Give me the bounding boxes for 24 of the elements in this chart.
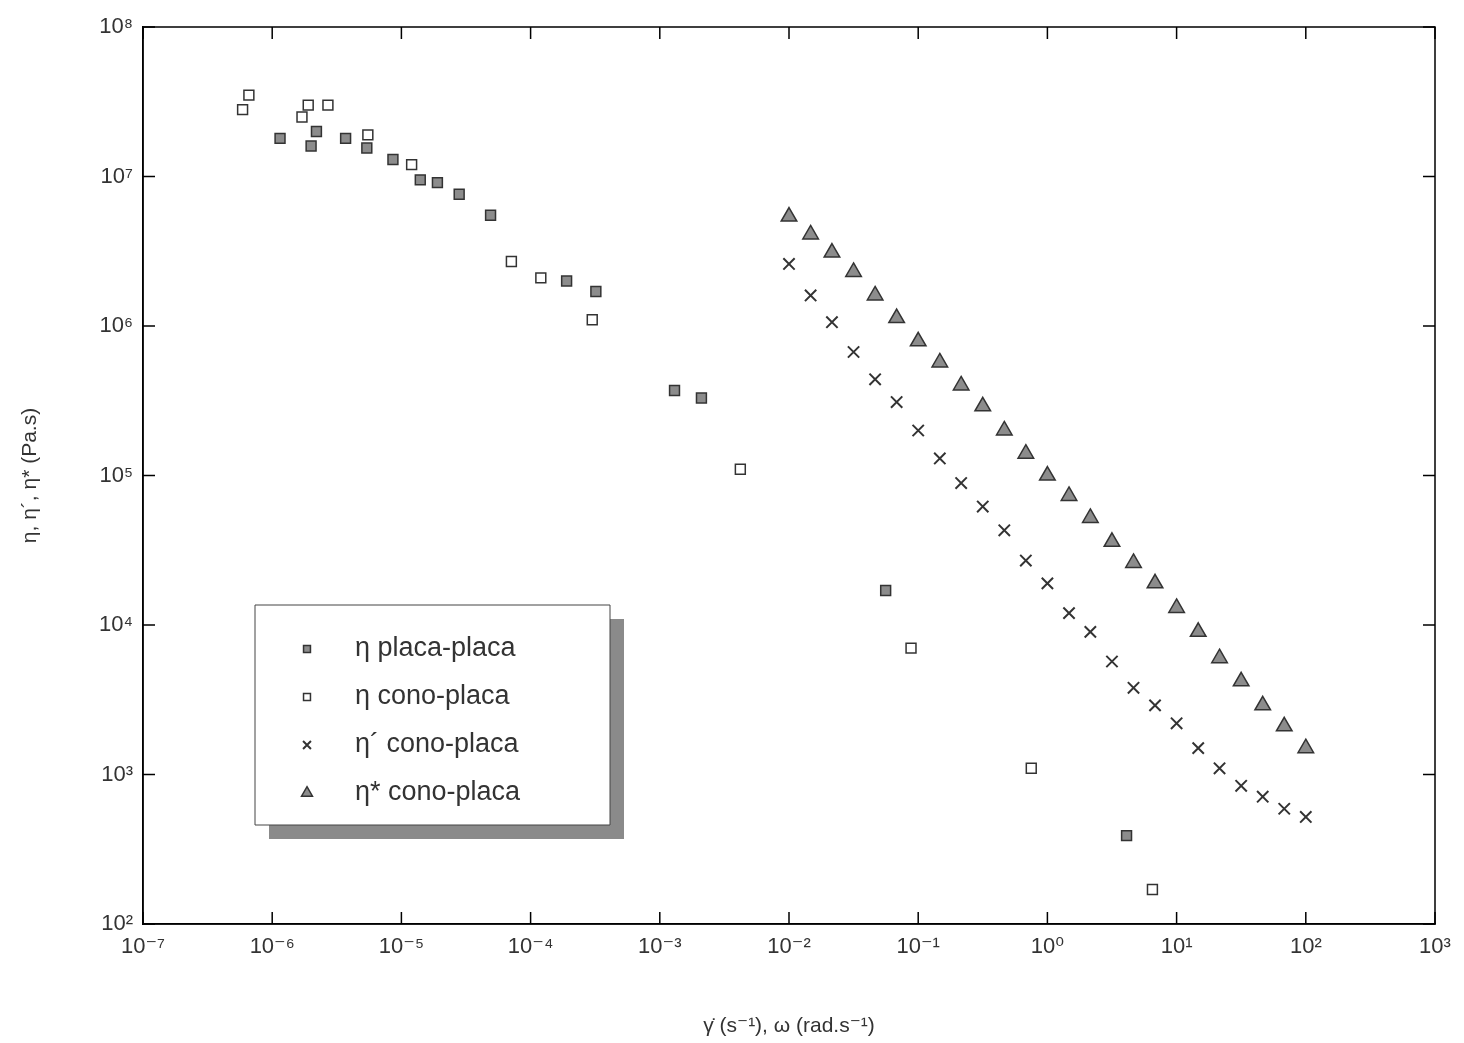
y-tick-label: 10⁸ [99, 13, 133, 39]
y-tick-label: 10⁶ [99, 312, 133, 338]
x-tick-label: 10⁻⁶ [249, 933, 295, 959]
x-tick-label: 10⁻⁷ [120, 933, 166, 959]
y-tick-label: 10² [101, 910, 133, 936]
y-tick-label: 10⁴ [99, 611, 133, 637]
x-tick-label: 10⁻¹ [896, 933, 940, 959]
legend-label: η´ cono-placa [355, 728, 520, 759]
x-tick-label: 10⁻² [767, 933, 811, 959]
x-tick-label: 10¹ [1160, 933, 1193, 959]
y-tick-label: 10³ [101, 760, 133, 786]
x-tick-label: 10³ [1419, 933, 1451, 959]
y-axis-title: η, η´, η* (Pa.s) [17, 407, 41, 544]
legend-label: η* cono-placa [355, 776, 522, 807]
y-tick-label: 10⁵ [99, 461, 133, 487]
y-tick-label: 10⁷ [100, 162, 134, 188]
x-axis-title: γ̇ (s⁻¹), ω (rad.s⁻¹) [703, 1013, 875, 1037]
x-tick-label: 10⁻³ [638, 933, 682, 959]
x-tick-label: 10² [1289, 933, 1322, 959]
legend-label: η cono-placa [355, 680, 511, 711]
x-tick-label: 10⁻⁵ [378, 933, 424, 959]
legend-label: η placa-placa [355, 632, 517, 663]
x-tick-label: 10⁻⁴ [507, 933, 554, 959]
x-tick-label: 10⁰ [1030, 933, 1065, 959]
